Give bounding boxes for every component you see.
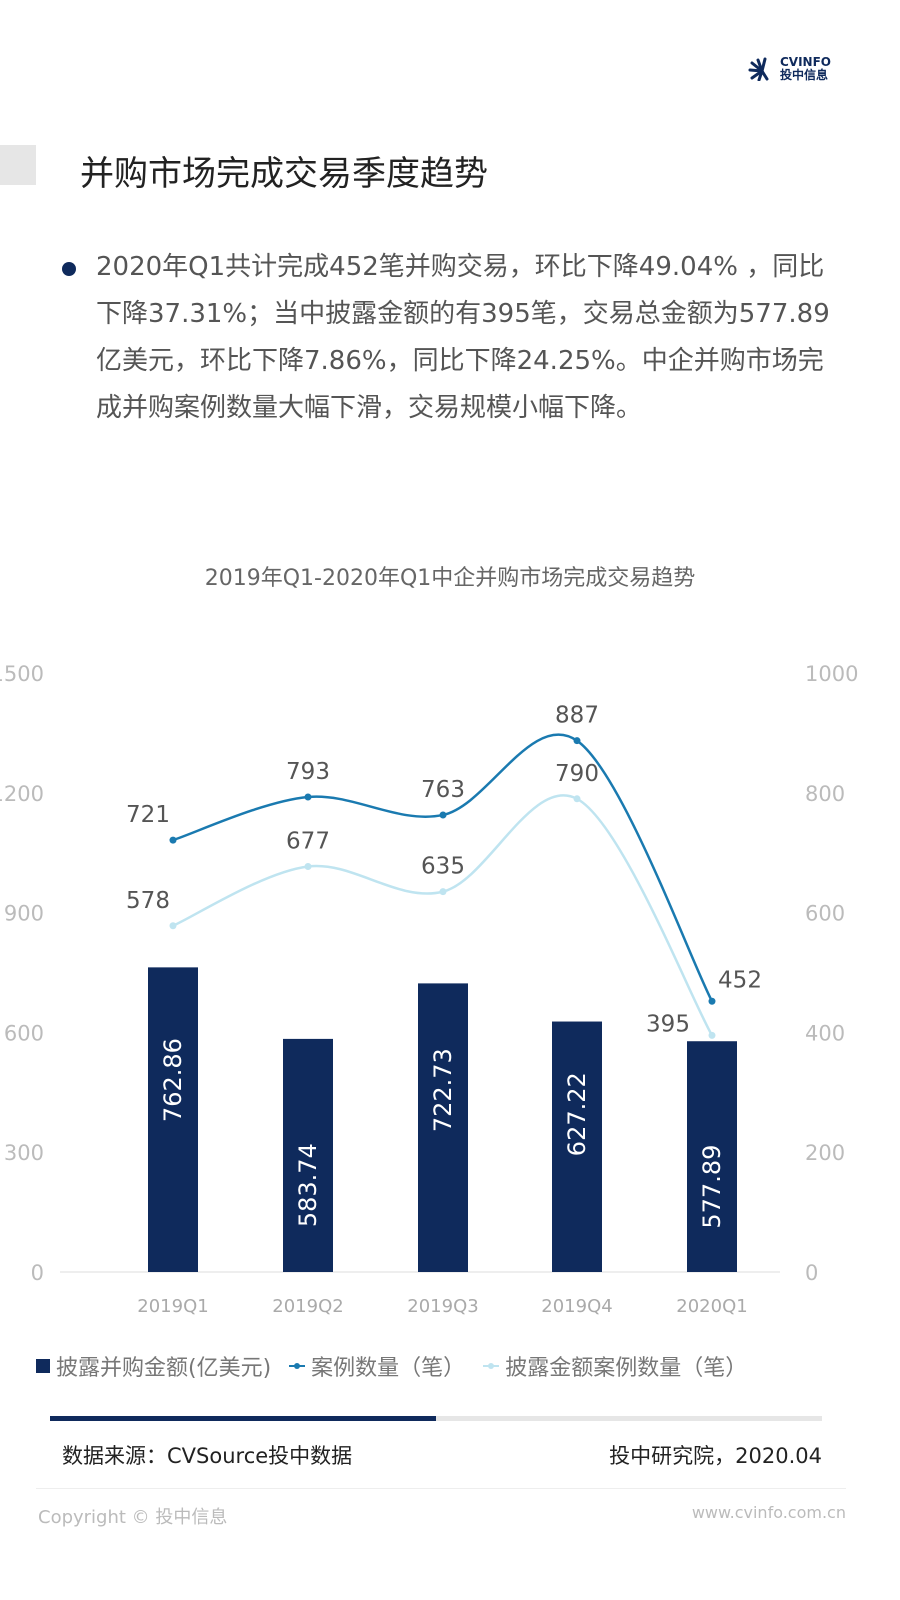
bar-2019Q2 [283,1038,333,1272]
x-axis-tick: 2020Q1 [676,1296,747,1317]
logo-en: CVINFO [780,55,831,69]
line-point [708,997,716,1005]
x-axis-tick: 2019Q2 [272,1296,343,1317]
line-point [573,737,581,745]
copyright: Copyright © 投中信息 [38,1507,228,1528]
legend-label-amount: 披露并购金额(亿美元) [56,1356,272,1381]
chart-title: 2019年Q1-2020年Q1中企并购市场完成交易趋势 [204,566,696,591]
right-axis-tick: 400 [805,1021,845,1045]
right-axis-tick: 600 [805,902,845,926]
bar-label: 577.89 [698,1145,726,1229]
chart-legend: 披露并购金额(亿美元) 案例数量（笔） 披露金额案例数量（笔） [36,1350,747,1382]
bar-label: 762.86 [159,1038,187,1122]
left-axis-tick: 600 [4,1021,44,1045]
x-axis-tick: 2019Q1 [137,1296,208,1317]
point-label: 677 [286,828,330,854]
line-point [439,888,447,896]
line-point [708,1031,716,1039]
left-axis-tick: 300 [4,1141,44,1165]
point-label: 721 [126,802,170,828]
line-point [169,836,177,844]
publisher: 投中研究院，2020.04 [609,1444,822,1468]
title-marker [0,145,36,185]
bar-label: 722.73 [429,1048,457,1132]
x-axis-tick: 2019Q4 [541,1296,612,1317]
right-axis-tick: 0 [805,1261,818,1285]
right-axis-tick: 800 [805,782,845,806]
bar-2019Q3 [418,983,468,1272]
legend-swatch-bar [36,1359,50,1373]
data-source: 数据来源：CVSource投中数据 [62,1444,353,1468]
logo-burst-icon [748,57,769,81]
point-label: 578 [126,888,170,914]
bar-2020Q1 [687,1041,737,1272]
left-axis-tick: 1500 [0,662,44,686]
legend-label-cases: 案例数量（笔） [311,1356,466,1381]
cvinfo-logo: CVINFO 投中信息 [748,56,831,82]
bar-2019Q1 [148,967,198,1272]
legend-label-disclosed: 披露金额案例数量（笔） [505,1356,748,1381]
left-axis-tick: 900 [4,902,44,926]
point-label: 452 [718,967,762,993]
right-axis-tick: 200 [805,1141,845,1165]
legend-swatch-disclosed [483,1363,500,1369]
bar-label: 583.74 [294,1143,322,1227]
line-point [169,922,177,930]
website: www.cvinfo.com.cn [691,1503,846,1522]
legend-swatch-cases [289,1363,306,1369]
point-label: 635 [421,854,465,880]
point-label: 790 [555,761,599,787]
line-disclosed-cases [172,794,714,1037]
divider-progress [50,1416,822,1421]
divider-progress-fill [50,1416,436,1421]
summary-text: 2020年Q1共计完成452笔并购交易，环比下降49.04% ，同比下降37.3… [96,252,830,423]
logo-cn: 投中信息 [780,68,829,82]
line-point [304,793,312,801]
line-cases [172,733,714,1002]
point-label: 887 [555,703,599,729]
x-axis-tick: 2019Q3 [407,1296,478,1317]
point-label: 763 [421,777,465,803]
bar-label: 627.22 [563,1072,591,1156]
bullet-icon [62,262,76,276]
right-axis-tick: 1000 [805,662,858,686]
footer-divider [36,1488,846,1489]
line-point [304,862,312,870]
point-label: 395 [646,1011,690,1037]
left-axis-tick: 1200 [0,782,44,806]
page-title: 并购市场完成交易季度趋势 [80,154,488,194]
line-point [573,795,581,803]
line-point [439,811,447,819]
bar-2019Q4 [552,1021,602,1272]
point-label: 793 [286,759,330,785]
left-axis-tick: 0 [31,1261,44,1285]
